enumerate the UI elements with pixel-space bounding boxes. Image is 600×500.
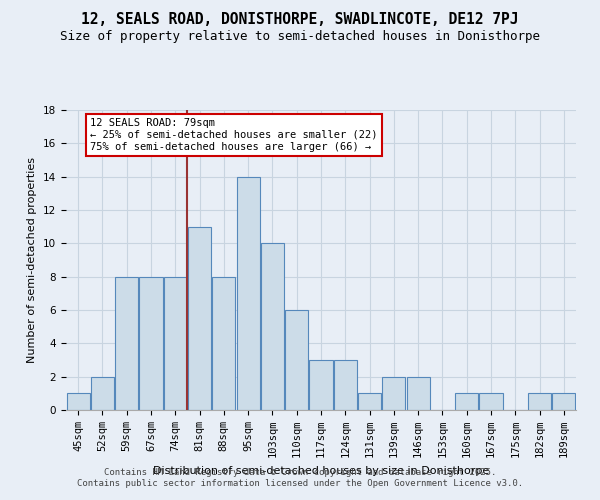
Bar — [236, 176, 260, 410]
Bar — [334, 360, 357, 410]
Bar — [188, 226, 211, 410]
Bar — [358, 394, 381, 410]
X-axis label: Distribution of semi-detached houses by size in Donisthorpe: Distribution of semi-detached houses by … — [153, 466, 489, 475]
Bar — [285, 310, 308, 410]
Text: Size of property relative to semi-detached houses in Donisthorpe: Size of property relative to semi-detach… — [60, 30, 540, 43]
Bar — [553, 394, 575, 410]
Bar — [67, 394, 89, 410]
Text: Contains HM Land Registry data © Crown copyright and database right 2025.
Contai: Contains HM Land Registry data © Crown c… — [77, 468, 523, 487]
Bar — [139, 276, 163, 410]
Bar — [528, 394, 551, 410]
Bar — [212, 276, 235, 410]
Bar — [455, 394, 478, 410]
Bar — [382, 376, 406, 410]
Bar — [479, 394, 503, 410]
Bar — [310, 360, 332, 410]
Bar — [115, 276, 138, 410]
Bar — [261, 244, 284, 410]
Bar — [164, 276, 187, 410]
Bar — [407, 376, 430, 410]
Text: 12 SEALS ROAD: 79sqm
← 25% of semi-detached houses are smaller (22)
75% of semi-: 12 SEALS ROAD: 79sqm ← 25% of semi-detac… — [90, 118, 378, 152]
Y-axis label: Number of semi-detached properties: Number of semi-detached properties — [28, 157, 37, 363]
Text: 12, SEALS ROAD, DONISTHORPE, SWADLINCOTE, DE12 7PJ: 12, SEALS ROAD, DONISTHORPE, SWADLINCOTE… — [81, 12, 519, 28]
Bar — [91, 376, 114, 410]
